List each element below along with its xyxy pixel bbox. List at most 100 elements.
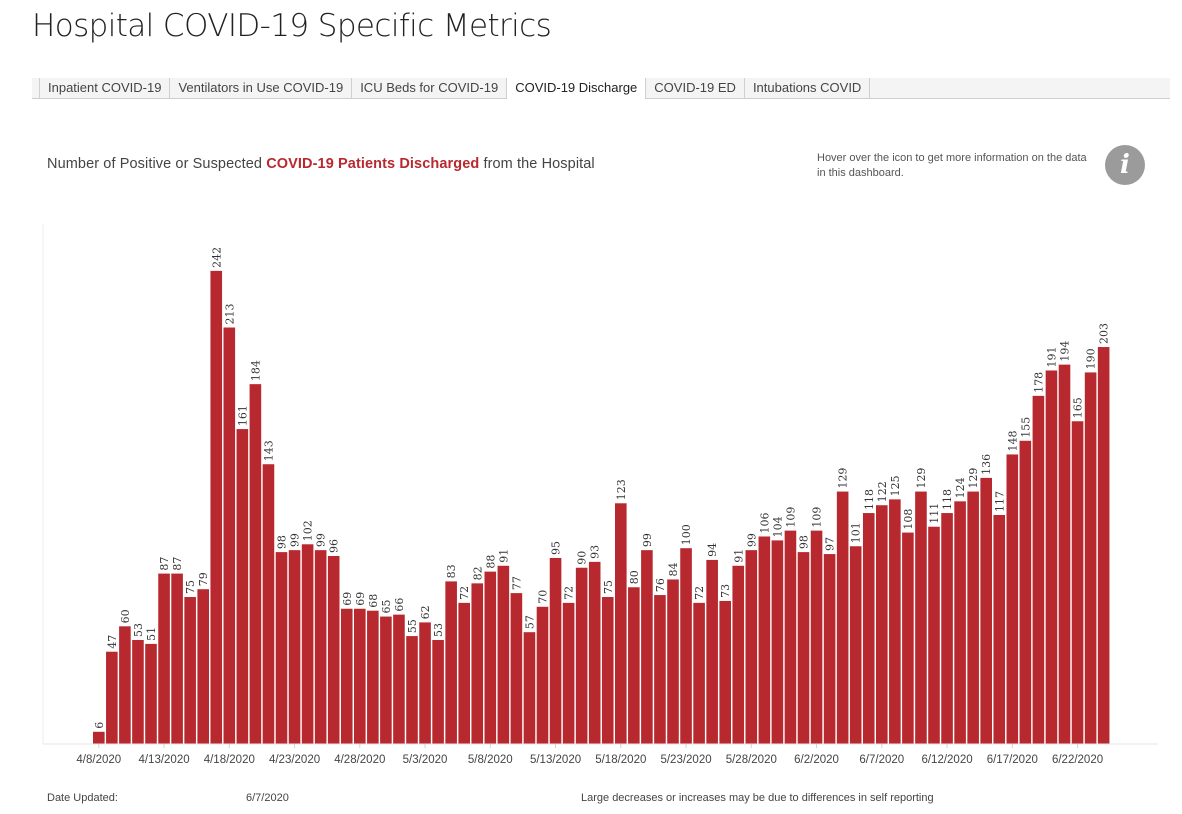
bar[interactable] [249, 384, 262, 744]
bar[interactable] [993, 515, 1006, 744]
bar[interactable] [367, 610, 379, 744]
bar[interactable] [536, 606, 549, 744]
bar[interactable] [145, 643, 157, 744]
bar[interactable] [967, 491, 979, 744]
bar[interactable] [928, 526, 940, 744]
bar[interactable] [340, 608, 353, 744]
bar[interactable] [354, 608, 366, 744]
x-tick-label: 5/23/2020 [660, 754, 711, 766]
bar[interactable] [223, 327, 236, 744]
bar[interactable] [106, 651, 118, 744]
bar[interactable] [497, 565, 510, 744]
bar[interactable] [314, 550, 327, 744]
tab-inpatient-covid-19[interactable]: Inpatient COVID-19 [39, 78, 171, 98]
bar[interactable] [758, 536, 771, 744]
bar[interactable] [667, 579, 679, 744]
data-label: 91 [497, 549, 510, 563]
bar[interactable] [1084, 372, 1097, 744]
bar[interactable] [406, 636, 418, 744]
bar[interactable] [471, 583, 484, 744]
data-label: 75 [602, 580, 615, 594]
bar[interactable] [1006, 454, 1019, 744]
bar[interactable] [601, 597, 614, 744]
bar[interactable] [1071, 421, 1084, 744]
bar[interactable] [1045, 370, 1058, 744]
bar[interactable] [654, 595, 666, 744]
bar[interactable] [575, 567, 588, 744]
bar[interactable] [171, 573, 183, 744]
bar[interactable] [1019, 440, 1032, 744]
bar[interactable] [784, 530, 797, 744]
bar[interactable] [262, 464, 275, 744]
bar[interactable] [1032, 395, 1045, 744]
bar[interactable] [823, 554, 836, 744]
bar[interactable] [393, 614, 405, 744]
bar[interactable] [862, 513, 875, 744]
bar[interactable] [876, 505, 888, 744]
bar[interactable] [706, 559, 718, 744]
x-tick-label: 4/18/2020 [204, 754, 255, 766]
bar[interactable] [889, 499, 901, 744]
bar[interactable] [301, 544, 314, 744]
bar[interactable] [93, 731, 105, 744]
data-label: 123 [615, 479, 628, 500]
bar[interactable] [641, 550, 653, 744]
bar[interactable] [1097, 347, 1110, 744]
tab-intubations-covid[interactable]: Intubations COVID [743, 78, 871, 98]
info-icon[interactable]: i [1105, 145, 1145, 185]
bar[interactable] [615, 503, 627, 744]
bar[interactable] [523, 632, 536, 744]
bar[interactable] [588, 561, 601, 744]
bar[interactable] [549, 557, 562, 744]
x-tick-label: 6/12/2020 [921, 754, 972, 766]
data-label: 62 [419, 605, 432, 619]
bar[interactable] [275, 552, 288, 744]
bar[interactable] [445, 581, 457, 744]
bar[interactable] [1058, 364, 1071, 744]
bar[interactable] [562, 602, 575, 744]
bar[interactable] [915, 491, 927, 744]
bar[interactable] [419, 622, 431, 744]
bar[interactable] [941, 513, 953, 744]
bar[interactable] [458, 602, 470, 744]
data-label: 129 [837, 468, 850, 489]
data-label: 6 [93, 722, 106, 729]
bar[interactable] [484, 571, 497, 744]
bar[interactable] [693, 602, 705, 744]
bar[interactable] [210, 270, 223, 744]
tab-icu-beds-for-covid-19[interactable]: ICU Beds for COVID-19 [351, 78, 508, 98]
bar[interactable] [380, 616, 392, 744]
data-label: 70 [537, 590, 550, 604]
bar[interactable] [158, 573, 170, 744]
data-label: 111 [928, 503, 941, 524]
bar[interactable] [197, 589, 209, 744]
data-label: 148 [1006, 430, 1019, 451]
tab-covid-19-discharge[interactable]: COVID-19 Discharge [506, 78, 647, 99]
bar[interactable] [771, 540, 784, 744]
data-label: 76 [654, 578, 667, 592]
bar[interactable] [902, 532, 914, 744]
bar[interactable] [119, 626, 131, 744]
bar[interactable] [954, 501, 966, 744]
bar[interactable] [432, 639, 444, 744]
bar[interactable] [288, 550, 301, 744]
bar[interactable] [680, 548, 692, 744]
data-label: 203 [1098, 323, 1111, 344]
bar[interactable] [184, 597, 196, 744]
bar[interactable] [836, 491, 849, 744]
bar[interactable] [810, 530, 823, 744]
bar[interactable] [849, 546, 862, 744]
bar[interactable] [327, 556, 340, 744]
bar[interactable] [797, 552, 810, 744]
bar[interactable] [732, 565, 745, 744]
bar[interactable] [719, 600, 731, 744]
data-label: 178 [1032, 372, 1045, 393]
data-label: 53 [132, 623, 145, 637]
bar[interactable] [236, 429, 249, 744]
bar[interactable] [132, 639, 144, 744]
bar[interactable] [980, 477, 992, 744]
bar[interactable] [510, 593, 523, 744]
bar[interactable] [745, 550, 758, 744]
bar[interactable] [628, 587, 640, 744]
tab-ventilators-in-use-covid-19[interactable]: Ventilators in Use COVID-19 [169, 78, 353, 98]
